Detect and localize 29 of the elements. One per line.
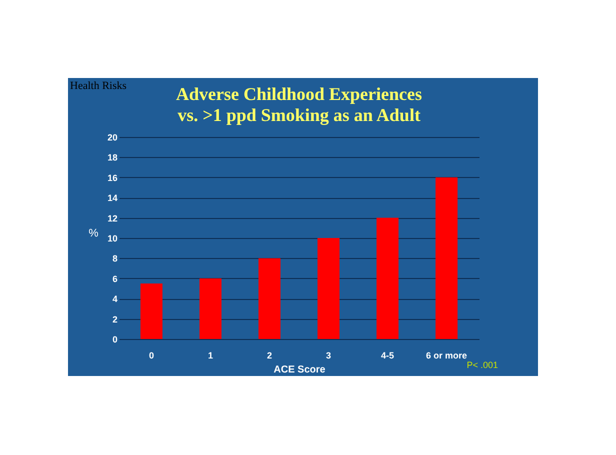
- x-tick-label: 3: [326, 350, 332, 360]
- x-tick-label: 6 or more: [426, 350, 468, 360]
- bar: [376, 218, 399, 339]
- x-tick-label: 0: [148, 350, 154, 360]
- x-tick-label: 1: [208, 350, 213, 360]
- y-tick-label: 14: [107, 193, 118, 204]
- y-tick-label: 16: [107, 172, 118, 183]
- x-tick-label: 2: [266, 350, 272, 360]
- y-tick-label: 4: [112, 294, 118, 304]
- bar: [258, 258, 280, 339]
- bar: [199, 278, 222, 339]
- x-tick-label: 4-5: [381, 350, 394, 360]
- bar: [318, 238, 340, 339]
- y-tick-label: 0: [112, 334, 118, 344]
- text: P< .001: [466, 360, 498, 370]
- text: Health Risks: [70, 80, 127, 92]
- y-tick-label: 20: [107, 132, 118, 142]
- text: Adverse Childhood Experiences: [176, 84, 422, 104]
- y-tick-label: 8: [112, 254, 118, 264]
- bar: [140, 283, 162, 339]
- y-tick-label: 6: [112, 274, 118, 284]
- y-axis-title: %: [88, 228, 99, 240]
- text: vs. >1 ppd Smoking as an Adult: [178, 105, 420, 125]
- x-axis-title: ACE Score: [274, 364, 326, 376]
- y-tick-label: 2: [112, 314, 118, 324]
- y-tick-label: 18: [107, 152, 118, 163]
- bar: [436, 177, 458, 339]
- y-tick-label: 12: [107, 213, 118, 224]
- y-tick-label: 10: [107, 234, 118, 244]
